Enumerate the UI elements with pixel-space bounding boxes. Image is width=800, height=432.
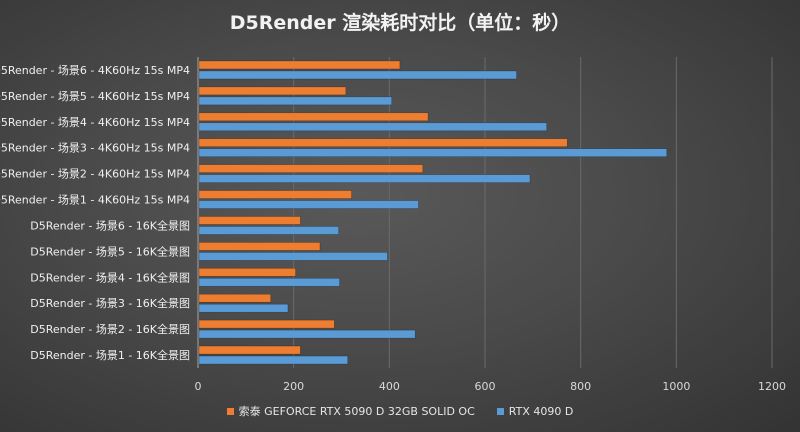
bar-series-2 [198, 277, 340, 287]
bar-series-1 [198, 345, 301, 355]
x-tick-label: 600 [475, 380, 496, 393]
category-label: D5Render - 场景6 - 16K全景图 [30, 218, 190, 232]
category-label: D5Render - 场景4 - 4K60Hz 15s MP4 [0, 115, 190, 129]
bar-series-1 [198, 86, 347, 96]
category-label: D5Render - 场景5 - 4K60Hz 15s MP4 [0, 89, 190, 103]
chart-title: D5Render 渲染耗时对比（单位：秒） [229, 12, 571, 34]
legend-item-series-2: RTX 4090 D [496, 403, 574, 419]
category-label: D5Render - 场景1 - 16K全景图 [30, 348, 190, 362]
x-tick-label: 1200 [758, 380, 786, 393]
bar-series-1 [198, 216, 301, 225]
legend: 索泰 GEFORCE RTX 5090 D 32GB SOLID OC RTX … [0, 403, 800, 419]
bar-series-1 [198, 112, 429, 122]
bar-series-1 [198, 319, 335, 329]
legend-item-series-1: 索泰 GEFORCE RTX 5090 D 32GB SOLID OC [226, 403, 475, 419]
category-label: D5Render - 场景4 - 16K全景图 [30, 270, 190, 284]
bar-series-2 [198, 226, 339, 235]
bar-series-2 [198, 148, 668, 158]
category-label: D5Render - 场景2 - 16K全景图 [30, 322, 190, 336]
legend-label-series-2: RTX 4090 D [508, 404, 574, 418]
bar-series-1 [198, 293, 272, 303]
legend-swatch-series-1 [226, 407, 234, 415]
category-label: D5Render - 场景3 - 4K60Hz 15s MP4 [0, 141, 190, 155]
bar-series-2 [198, 252, 388, 261]
x-tick-label: 200 [283, 380, 304, 393]
legend-label-series-1: 索泰 GEFORCE RTX 5090 D 32GB SOLID OC [238, 405, 475, 418]
bar-series-2 [198, 355, 349, 365]
category-label: D5Render - 场景1 - 4K60Hz 15s MP4 [0, 193, 190, 207]
category-label: D5Render - 场景2 - 4K60Hz 15s MP4 [0, 167, 190, 181]
category-label: D5Render - 场景5 - 16K全景图 [30, 244, 190, 258]
bar-series-1 [198, 60, 401, 70]
bar-series-2 [198, 329, 416, 339]
category-label: D5Render - 场景6 - 4K60Hz 15s MP4 [0, 63, 190, 77]
bar-series-2 [198, 96, 393, 106]
bar-series-2 [198, 70, 517, 80]
legend-swatch-series-2 [496, 407, 504, 415]
bar-series-1 [198, 190, 352, 199]
x-tick-label: 800 [570, 380, 591, 393]
bar-series-2 [198, 303, 289, 313]
x-tick-label: 400 [379, 380, 400, 393]
x-tick-label: 1000 [662, 380, 690, 393]
bar-series-1 [198, 164, 424, 173]
bar-series-1 [198, 242, 321, 251]
bar-series-1 [198, 138, 568, 148]
x-tick-label: 0 [195, 380, 202, 393]
bar-series-2 [198, 174, 531, 183]
category-label: D5Render - 场景3 - 16K全景图 [30, 296, 190, 310]
bar-series-2 [198, 122, 548, 132]
bar-series-2 [198, 200, 419, 209]
bar-series-1 [198, 267, 296, 277]
